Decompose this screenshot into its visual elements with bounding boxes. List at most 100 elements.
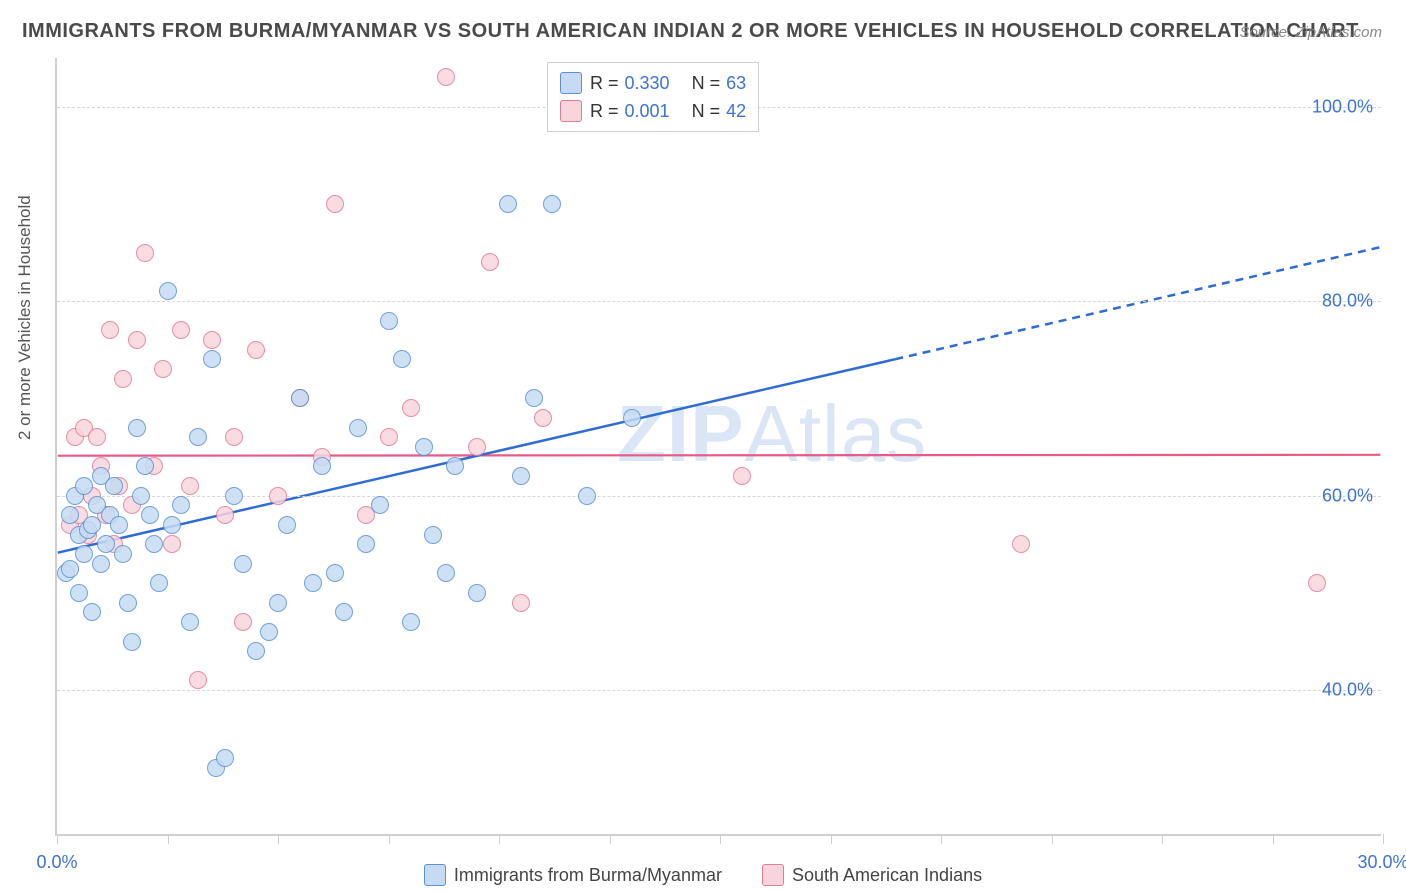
data-point-pink — [437, 68, 455, 86]
data-point-pink — [269, 487, 287, 505]
data-point-blue — [291, 389, 309, 407]
data-point-blue — [141, 506, 159, 524]
data-point-blue — [181, 613, 199, 631]
x-tick — [389, 834, 390, 844]
data-point-blue — [446, 457, 464, 475]
data-point-blue — [189, 428, 207, 446]
x-tick — [720, 834, 721, 844]
legend-swatch-pink — [560, 100, 582, 122]
data-point-blue — [371, 496, 389, 514]
data-point-blue — [393, 350, 411, 368]
plot-area: ZIPAtlas 40.0%60.0%80.0%100.0%0.0%30.0% — [55, 58, 1381, 836]
x-tick — [1383, 834, 1384, 844]
data-point-blue — [349, 419, 367, 437]
data-point-blue — [402, 613, 420, 631]
legend-stats: R =0.330 N =63 — [590, 73, 746, 94]
data-point-blue — [172, 496, 190, 514]
data-point-blue — [159, 282, 177, 300]
y-tick-label: 40.0% — [1322, 680, 1373, 701]
data-point-blue — [97, 535, 115, 553]
data-point-pink — [88, 428, 106, 446]
series-legend: Immigrants from Burma/Myanmar South Amer… — [0, 864, 1406, 886]
data-point-blue — [70, 584, 88, 602]
y-tick-label: 60.0% — [1322, 485, 1373, 506]
data-point-pink — [181, 477, 199, 495]
data-point-pink — [481, 253, 499, 271]
data-point-blue — [335, 603, 353, 621]
x-tick — [57, 834, 58, 844]
data-point-blue — [163, 516, 181, 534]
correlation-legend-row: R =0.001 N =42 — [560, 97, 746, 125]
data-point-blue — [61, 560, 79, 578]
data-point-pink — [733, 467, 751, 485]
trend-line — [58, 455, 1381, 456]
data-point-blue — [304, 574, 322, 592]
data-point-pink — [1012, 535, 1030, 553]
chart-title: IMMIGRANTS FROM BURMA/MYANMAR VS SOUTH A… — [22, 20, 1359, 43]
data-point-blue — [525, 389, 543, 407]
gridline-horizontal — [57, 301, 1381, 302]
data-point-pink — [203, 331, 221, 349]
x-tick — [1052, 834, 1053, 844]
data-point-blue — [225, 487, 243, 505]
data-point-blue — [437, 564, 455, 582]
data-point-pink — [468, 438, 486, 456]
data-point-blue — [216, 749, 234, 767]
trend-lines-layer — [57, 58, 1381, 834]
data-point-pink — [216, 506, 234, 524]
data-point-blue — [424, 526, 442, 544]
legend-item-pink: South American Indians — [762, 864, 982, 886]
data-point-pink — [234, 613, 252, 631]
data-point-blue — [75, 477, 93, 495]
data-point-pink — [534, 409, 552, 427]
data-point-blue — [499, 195, 517, 213]
y-axis-title: 2 or more Vehicles in Household — [15, 195, 35, 440]
data-point-pink — [101, 321, 119, 339]
source-attribution: Source: ZipAtlas.com — [1239, 24, 1382, 41]
watermark: ZIPAtlas — [617, 388, 927, 480]
data-point-blue — [114, 545, 132, 563]
data-point-blue — [380, 312, 398, 330]
data-point-blue — [623, 409, 641, 427]
data-point-blue — [278, 516, 296, 534]
y-tick-label: 80.0% — [1322, 291, 1373, 312]
correlation-legend: R =0.330 N =63 R =0.001 N =42 — [547, 62, 759, 132]
watermark-zip: ZIP — [617, 389, 744, 478]
gridline-horizontal — [57, 496, 1381, 497]
data-point-pink — [114, 370, 132, 388]
x-tick — [1273, 834, 1274, 844]
trend-line — [895, 247, 1380, 359]
data-point-blue — [326, 564, 344, 582]
legend-item-blue: Immigrants from Burma/Myanmar — [424, 864, 722, 886]
legend-label-blue: Immigrants from Burma/Myanmar — [454, 865, 722, 886]
data-point-pink — [512, 594, 530, 612]
data-point-blue — [247, 642, 265, 660]
data-point-blue — [105, 477, 123, 495]
data-point-blue — [260, 623, 278, 641]
data-point-pink — [380, 428, 398, 446]
legend-swatch-blue — [424, 864, 446, 886]
x-tick — [941, 834, 942, 844]
legend-swatch-blue — [560, 72, 582, 94]
data-point-pink — [163, 535, 181, 553]
x-tick — [278, 834, 279, 844]
gridline-horizontal — [57, 690, 1381, 691]
data-point-blue — [83, 516, 101, 534]
data-point-blue — [128, 419, 146, 437]
data-point-blue — [269, 594, 287, 612]
x-tick — [499, 834, 500, 844]
data-point-pink — [154, 360, 172, 378]
x-tick — [610, 834, 611, 844]
data-point-blue — [150, 574, 168, 592]
data-point-blue — [119, 594, 137, 612]
data-point-blue — [512, 467, 530, 485]
watermark-atlas: Atlas — [744, 389, 927, 478]
data-point-pink — [172, 321, 190, 339]
legend-swatch-pink — [762, 864, 784, 886]
data-point-blue — [357, 535, 375, 553]
data-point-blue — [415, 438, 433, 456]
data-point-blue — [145, 535, 163, 553]
data-point-blue — [110, 516, 128, 534]
data-point-blue — [578, 487, 596, 505]
legend-label-pink: South American Indians — [792, 865, 982, 886]
